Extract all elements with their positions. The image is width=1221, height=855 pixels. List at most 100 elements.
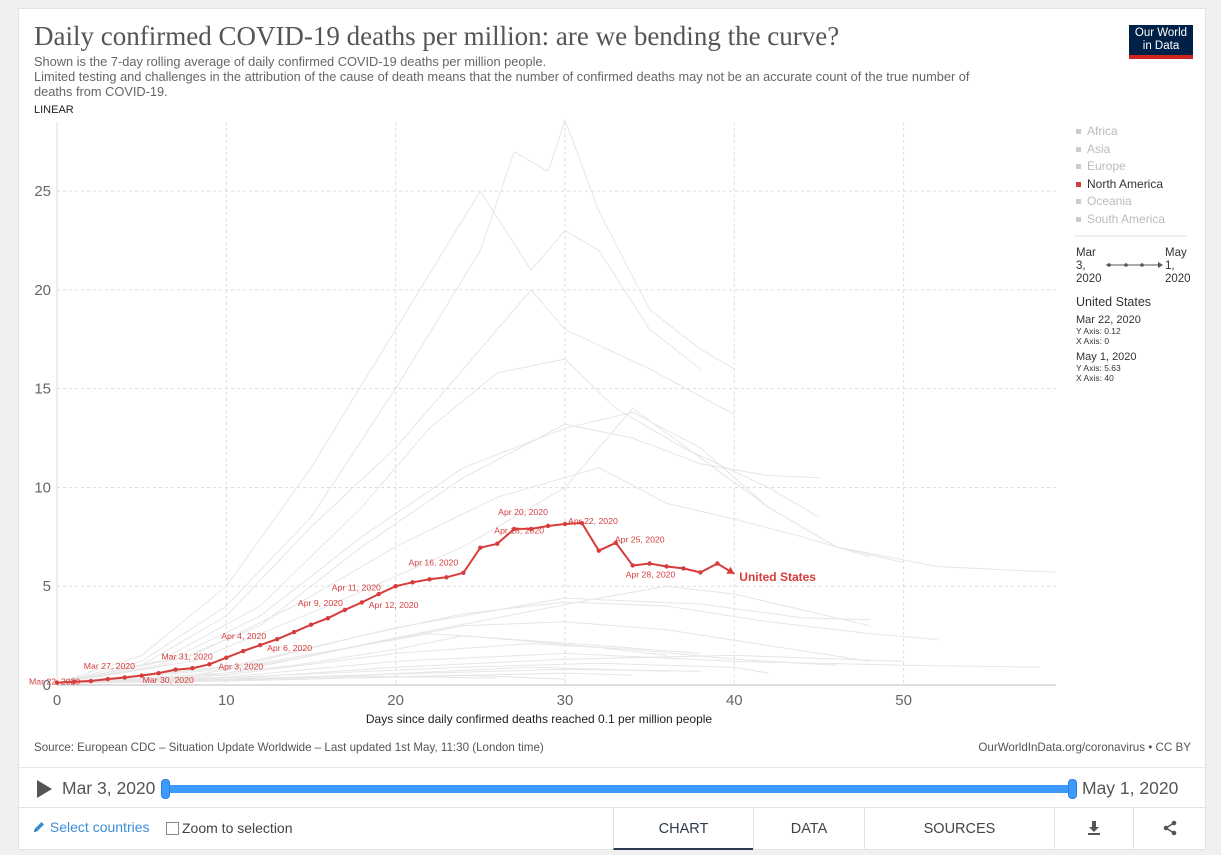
series-point[interactable] xyxy=(410,580,415,585)
pencil-icon xyxy=(34,822,44,832)
series-point[interactable] xyxy=(511,526,517,532)
series-point[interactable] xyxy=(461,570,466,575)
legend-label: Asia xyxy=(1087,142,1111,156)
series-point[interactable] xyxy=(562,521,568,527)
background-series-line xyxy=(56,652,1040,684)
series-point[interactable] xyxy=(444,575,449,580)
point-label: Apr 4, 2020 xyxy=(221,631,266,641)
series-point[interactable] xyxy=(664,564,669,569)
legend-item-asia[interactable]: Asia xyxy=(1076,142,1111,156)
x-tick-label: 10 xyxy=(218,692,235,709)
y-tick-label: 5 xyxy=(43,578,51,595)
info-x-value: X Axis: 0 xyxy=(1076,336,1109,346)
legend-item-africa[interactable]: Africa xyxy=(1076,124,1118,138)
series-point[interactable] xyxy=(495,541,500,546)
series-point[interactable] xyxy=(698,570,703,575)
legend-item-south-america[interactable]: South America xyxy=(1076,212,1165,226)
series-point[interactable] xyxy=(122,675,127,680)
highlight-series[interactable]: United States xyxy=(54,520,816,685)
timeline-start-handle[interactable] xyxy=(161,779,170,799)
series-point[interactable] xyxy=(427,577,432,582)
background-series-line xyxy=(56,662,769,684)
x-tick-label: 0 xyxy=(53,692,61,709)
owid-logo[interactable]: Our World in Data xyxy=(1129,25,1193,59)
series-point[interactable] xyxy=(291,629,297,635)
chart-title: Daily confirmed COVID-19 deaths per mill… xyxy=(34,21,840,51)
series-point[interactable] xyxy=(308,622,314,627)
series-point[interactable] xyxy=(54,680,60,685)
tab-chart[interactable]: CHART xyxy=(613,808,753,850)
series-point[interactable] xyxy=(478,545,483,550)
zoom-to-selection[interactable]: Zoom to selection xyxy=(166,820,293,836)
x-axis-title: Days since daily confirmed deaths reache… xyxy=(366,712,713,726)
series-point[interactable] xyxy=(190,666,195,671)
series-point[interactable] xyxy=(715,561,720,566)
series-point[interactable] xyxy=(105,676,110,682)
series-point[interactable] xyxy=(579,520,585,526)
series-point[interactable] xyxy=(71,679,77,685)
series-point[interactable] xyxy=(241,648,246,654)
tab-data[interactable]: DATA xyxy=(753,808,864,850)
series-point[interactable] xyxy=(393,584,398,589)
play-icon[interactable] xyxy=(37,780,52,798)
info-y-value: Y Axis: 0.12 xyxy=(1076,326,1121,336)
series-point[interactable] xyxy=(325,616,331,621)
tab-sources[interactable]: SOURCES xyxy=(864,808,1054,850)
timeline-end-handle[interactable] xyxy=(1068,779,1077,799)
source-link[interactable]: OurWorldInData.org/coronavirus • CC BY xyxy=(978,741,1191,754)
series-point[interactable] xyxy=(274,636,280,642)
series-point[interactable] xyxy=(376,591,381,597)
series-point[interactable] xyxy=(139,673,144,678)
point-label: Apr 11, 2020 xyxy=(332,582,381,592)
legend-item-north-america[interactable]: North America xyxy=(1076,177,1163,191)
time-end-label: 1, xyxy=(1165,260,1175,272)
series-point[interactable] xyxy=(224,655,229,660)
series-point[interactable] xyxy=(207,662,212,667)
select-countries-label: Select countries xyxy=(49,819,150,835)
series-point[interactable] xyxy=(342,607,348,613)
series-point[interactable] xyxy=(613,540,618,545)
info-x-value: X Axis: 40 xyxy=(1076,373,1114,383)
background-series-line xyxy=(56,423,819,684)
source-note[interactable]: Source: European CDC – Situation Update … xyxy=(34,741,544,754)
series-point[interactable] xyxy=(257,642,263,648)
series-point[interactable] xyxy=(359,600,364,605)
series-point[interactable] xyxy=(173,667,178,672)
series-point[interactable] xyxy=(545,523,551,529)
series-point[interactable] xyxy=(156,670,161,676)
point-label: Apr 28, 2020 xyxy=(626,570,676,580)
y-tick-label: 25 xyxy=(34,183,51,200)
arrow-right-icon xyxy=(1158,262,1163,268)
zoom-checkbox[interactable] xyxy=(166,822,179,835)
info-date: May 1, 2020 xyxy=(1076,351,1137,363)
point-label: Apr 20, 2020 xyxy=(498,507,548,517)
download-icon xyxy=(1088,821,1100,835)
point-label: Mar 22, 2020 xyxy=(29,677,80,687)
point-label: Apr 16, 2020 xyxy=(408,557,458,567)
series-point[interactable] xyxy=(647,561,652,566)
series-point[interactable] xyxy=(630,563,635,568)
timeline-track[interactable] xyxy=(164,785,1074,793)
download-button[interactable] xyxy=(1054,808,1133,850)
axes: 0 5 10 15 20 25 0 10 20 30 40 50 xyxy=(34,122,1056,709)
legend-label: Oceania xyxy=(1087,194,1132,208)
time-start-label: Mar xyxy=(1076,247,1096,259)
share-button[interactable] xyxy=(1133,808,1205,850)
controls-bar: Select countries Zoom to selection CHART… xyxy=(19,807,1205,850)
point-label: Apr 12, 2020 xyxy=(369,600,419,610)
y-tick-label: 10 xyxy=(34,479,51,496)
scale-toggle[interactable]: LINEAR xyxy=(34,104,74,116)
legend-item-oceania[interactable]: Oceania xyxy=(1076,194,1132,208)
legend-item-europe[interactable]: Europe xyxy=(1076,159,1126,173)
series-point[interactable] xyxy=(681,566,686,571)
series-point[interactable] xyxy=(88,678,94,684)
select-countries-button[interactable]: Select countries xyxy=(32,819,150,835)
series-point[interactable] xyxy=(596,548,602,553)
series-end-arrow-icon xyxy=(726,566,735,574)
subtitle-line: Limited testing and challenges in the at… xyxy=(34,69,970,84)
timeline-start-label: Mar 3, 2020 xyxy=(62,778,156,798)
legend: Africa Asia Europe North America Oceania… xyxy=(1075,124,1191,383)
background-series-line xyxy=(56,585,870,684)
series-point[interactable] xyxy=(528,526,534,532)
background-series-line xyxy=(56,190,701,684)
